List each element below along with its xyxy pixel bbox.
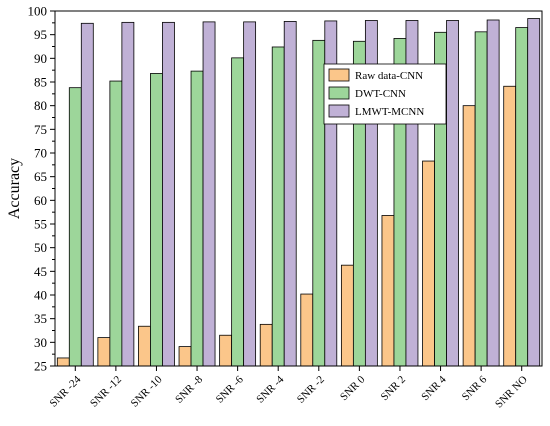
bar-lmwt-mcnn-1 <box>121 21 135 367</box>
y-tick-label: 60 <box>34 193 47 208</box>
y-tick-label: 35 <box>34 311 47 326</box>
legend-label: DWT-CNN <box>355 88 406 100</box>
x-tick-label: SNR -6 <box>214 373 246 405</box>
y-tick-label: 30 <box>34 335 47 350</box>
bar-dwt-cnn-0 <box>68 87 82 367</box>
y-tick-label: 90 <box>34 51 47 66</box>
x-tick-label: SNR -12 <box>88 374 124 410</box>
bar-lmwt-mcnn-5 <box>283 21 297 367</box>
y-tick-label: 50 <box>34 240 47 255</box>
y-axis-label: Accuracy <box>6 158 23 219</box>
x-tick-label: SNR -2 <box>295 374 327 406</box>
bars <box>56 18 541 367</box>
x-tick-label: SNR 6 <box>460 373 490 403</box>
y-tick-label: 55 <box>34 217 47 232</box>
bar-raw-data-cnn-11 <box>503 85 517 367</box>
bar-raw-data-cnn-9 <box>422 160 435 367</box>
x-axis: SNR -24 SNR -12 SNR -10 SNR -8 SNR -6 SNR -4 S… <box>47 366 530 411</box>
bar-lmwt-mcnn-9 <box>446 20 459 367</box>
bar-dwt-cnn-6 <box>312 39 326 367</box>
bar-dwt-cnn-4 <box>231 57 245 367</box>
bar-lmwt-mcnn-10 <box>486 19 500 367</box>
x-tick-label: SNR -4 <box>254 373 286 405</box>
bar-raw-data-cnn-3 <box>178 346 192 367</box>
bar-raw-data-cnn-6 <box>300 293 314 367</box>
y-tick-label: 25 <box>34 359 47 374</box>
x-tick-label: SNR -24 <box>47 373 83 409</box>
legend-label: Raw data-CNN <box>355 70 423 82</box>
bar-raw-data-cnn-4 <box>219 334 233 367</box>
legend-swatch <box>328 104 350 118</box>
bar-dwt-cnn-3 <box>190 70 204 367</box>
x-tick-label: SNR 2 <box>379 374 408 403</box>
bar-raw-data-cnn-0 <box>56 357 70 367</box>
legend-swatch <box>328 86 350 100</box>
bar-dwt-cnn-11 <box>515 27 529 367</box>
y-tick-label: 40 <box>34 288 47 303</box>
bar-lmwt-mcnn-4 <box>243 21 257 367</box>
y-tick-label: 65 <box>34 169 47 184</box>
bar-lmwt-mcnn-2 <box>162 21 175 367</box>
x-tick-label: SNR 4 <box>419 373 449 403</box>
bar-dwt-cnn-2 <box>150 73 163 367</box>
x-tick-label: SNR -8 <box>173 373 205 405</box>
x-tick-label: SNR NO <box>493 374 530 411</box>
x-tick-label: SNR 0 <box>338 373 368 403</box>
bar-raw-data-cnn-1 <box>97 337 111 367</box>
y-tick-label: 75 <box>34 122 47 137</box>
y-tick-label: 100 <box>28 4 48 19</box>
bar-dwt-cnn-10 <box>474 31 488 367</box>
bar-lmwt-mcnn-3 <box>202 21 216 367</box>
bar-raw-data-cnn-8 <box>381 215 395 367</box>
bar-raw-data-cnn-7 <box>340 264 354 367</box>
bar-lmwt-mcnn-11 <box>527 18 541 367</box>
legend-swatch <box>328 68 350 82</box>
bar-dwt-cnn-1 <box>109 80 123 367</box>
bar-lmwt-mcnn-0 <box>80 22 94 367</box>
y-tick-label: 80 <box>34 98 47 113</box>
y-tick-label: 70 <box>34 146 47 161</box>
y-tick-label: 85 <box>34 75 47 90</box>
y-tick-label: 95 <box>34 27 47 42</box>
x-tick-label: SNR -10 <box>129 373 165 409</box>
bar-raw-data-cnn-2 <box>138 325 151 367</box>
bar-dwt-cnn-5 <box>271 46 285 367</box>
bar-raw-data-cnn-5 <box>259 323 273 367</box>
y-axis: 25 30 35 40 45 50 55 60 65 70 75 80 85 90 95 100 <box>28 4 55 374</box>
bar-raw-data-cnn-10 <box>462 105 476 367</box>
legend: Raw data-CNN DWT-CNN LMWT-MCNN <box>323 63 447 125</box>
legend-label: LMWT-MCNN <box>355 106 424 118</box>
y-tick-label: 45 <box>34 264 47 279</box>
